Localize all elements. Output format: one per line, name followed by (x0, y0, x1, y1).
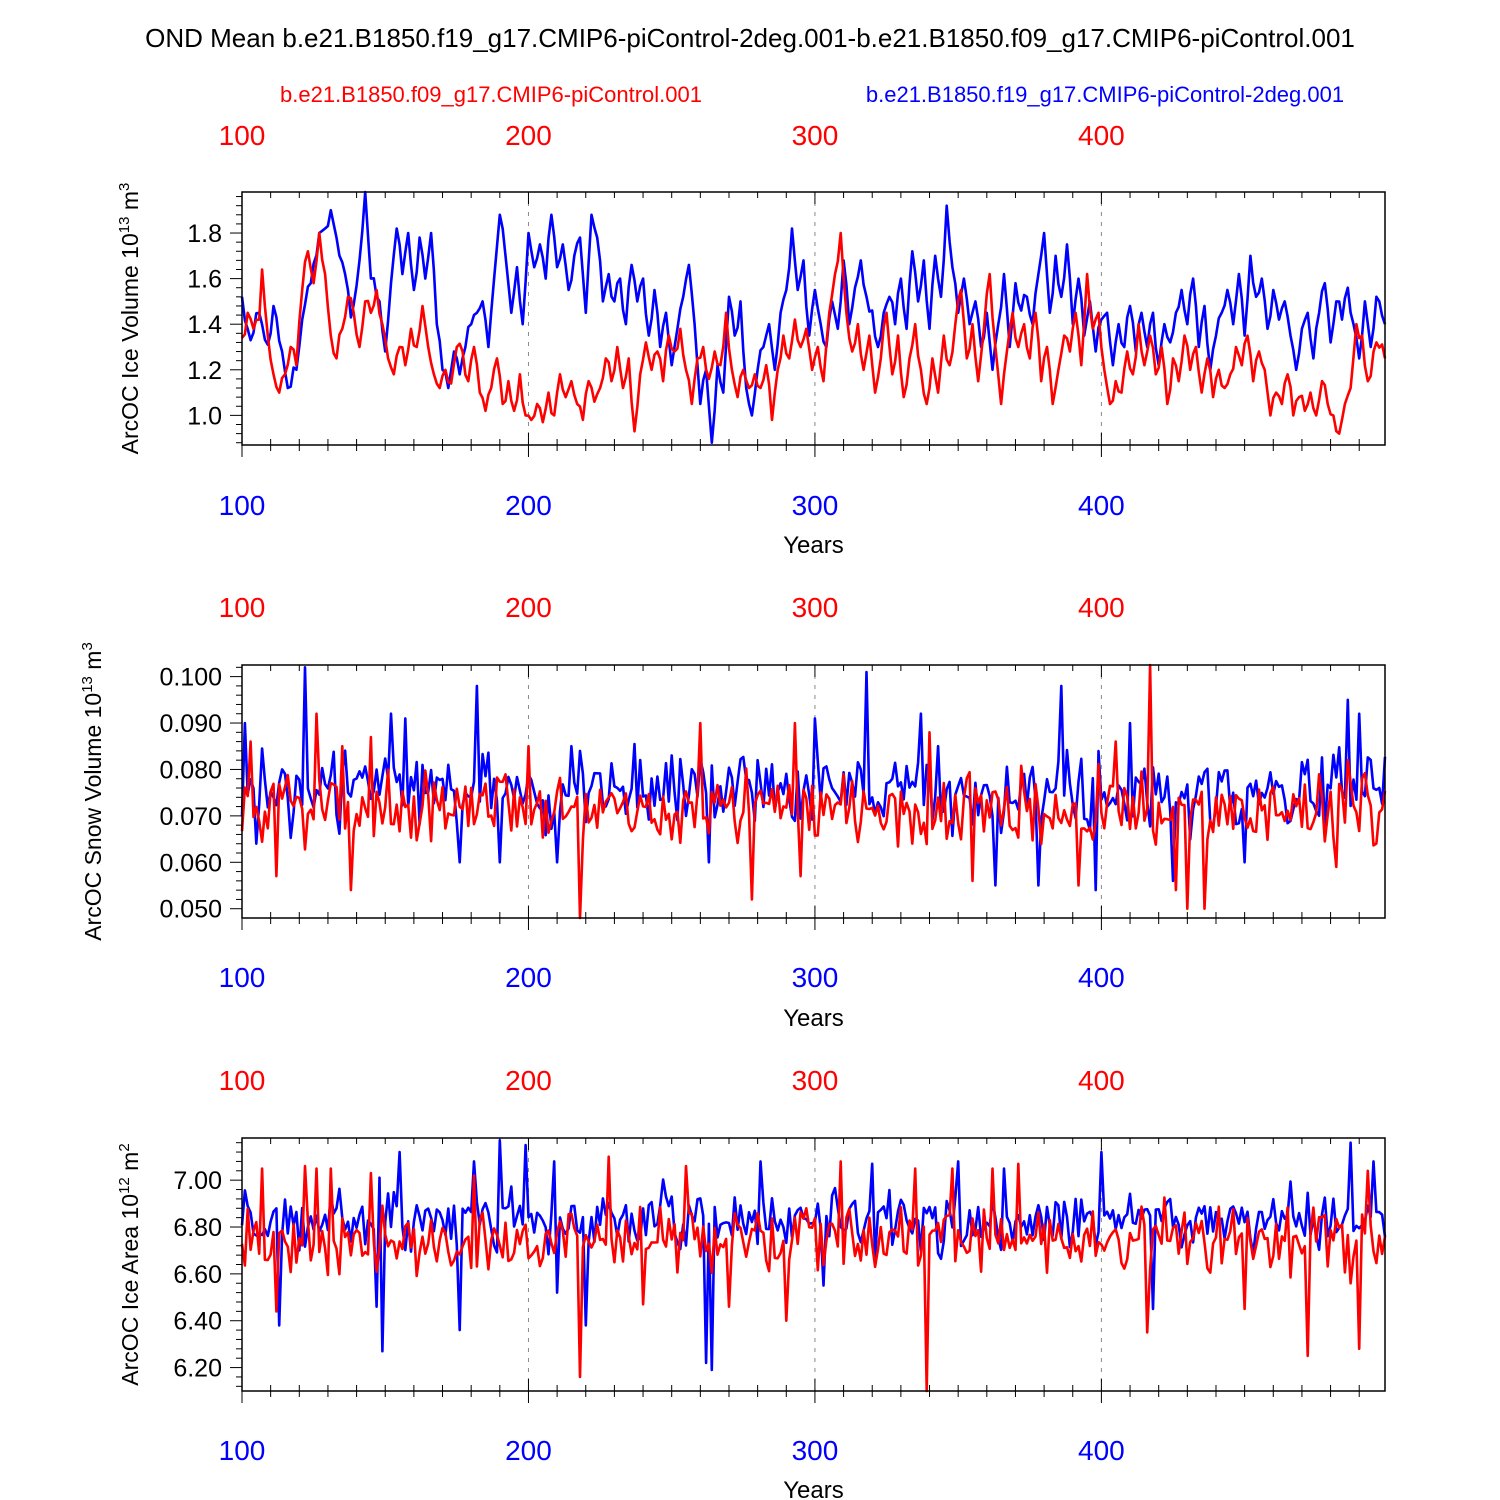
x-axis-label: Years (783, 532, 844, 559)
x-tick-label-bottom: 400 (1078, 962, 1125, 993)
y-tick-label: 7.00 (173, 1167, 222, 1195)
y-axis-label: ArcOC Ice Area 1012 m2 (116, 1143, 143, 1385)
x-tick-label-top: 300 (792, 592, 839, 623)
series-line-red (240, 231, 1387, 435)
legend-blue-label: b.e21.B1850.f19_g17.CMIP6-piControl-2deg… (866, 82, 1344, 107)
panel-2: 0.050 0.060 0.070 0.080 0.090 0.100 100 200 300 4… (79, 592, 1387, 1032)
y-axis-unit-base: 10 (80, 693, 106, 719)
plot-frame (241, 191, 1386, 446)
y-axis-unit-sym: m (117, 1152, 143, 1178)
y-axis-unit-sym-exp: 2 (116, 1143, 133, 1151)
y-tick-label: 6.80 (173, 1214, 222, 1242)
x-tick-label-top: 400 (1078, 120, 1125, 151)
x-tick-label-top: 100 (219, 1065, 266, 1096)
plot-frame (241, 1137, 1386, 1392)
y-tick-label: 0.050 (159, 896, 222, 924)
x-tick-label-bottom: 100 (219, 962, 266, 993)
x-tick-label-bottom: 400 (1078, 490, 1125, 521)
legend-red-label: b.e21.B1850.f09_g17.CMIP6-piControl.001 (280, 82, 702, 107)
x-tick-label-top: 300 (792, 1065, 839, 1096)
series-line-red (240, 1155, 1387, 1393)
x-tick-label-top: 100 (219, 120, 266, 151)
y-axis-unit-base: 10 (117, 1194, 143, 1220)
y-tick-label: 1.2 (187, 357, 222, 385)
y-tick-label: 1.4 (187, 311, 222, 339)
x-tick-label-bottom: 100 (219, 490, 266, 521)
x-tick-label-top: 400 (1078, 1065, 1125, 1096)
x-tick-label-top: 200 (505, 120, 552, 151)
x-tick-label-top: 100 (219, 592, 266, 623)
y-tick-label: 1.8 (187, 220, 222, 248)
y-axis-label-text: ArcOC Ice Area (117, 1220, 143, 1386)
x-axis-label: Years (783, 1005, 844, 1032)
chart-title: OND Mean b.e21.B1850.f19_g17.CMIP6-piCon… (145, 23, 1355, 53)
series-line-blue (240, 1139, 1387, 1372)
series-line-blue (240, 190, 1387, 444)
y-tick-label: 6.20 (173, 1355, 222, 1383)
x-tick-label-bottom: 300 (792, 1435, 839, 1466)
plot-frame (241, 664, 1386, 919)
y-tick-label: 0.060 (159, 849, 222, 877)
y-axis-unit-exp: 12 (116, 1177, 133, 1194)
x-tick-label-top: 400 (1078, 592, 1125, 623)
x-axis-label: Years (783, 1477, 844, 1500)
panel-3: 6.20 6.40 6.60 6.80 7.00 100 200 300 400 100 200 30… (116, 1065, 1387, 1500)
y-tick-label: 0.070 (159, 803, 222, 831)
x-tick-label-top: 300 (792, 120, 839, 151)
y-axis-label: ArcOC Snow Volume 1013 m3 (79, 642, 106, 941)
x-tick-label-top: 200 (505, 1065, 552, 1096)
panel-1: 1.0 1.2 1.4 1.6 1.8 100 200 300 400 100 200 300 400 Y… (116, 120, 1387, 559)
y-axis-unit-sym: m (117, 191, 143, 217)
y-axis-unit-exp: 13 (116, 217, 133, 234)
y-tick-label: 0.080 (159, 756, 222, 784)
x-tick-label-bottom: 200 (505, 1435, 552, 1466)
y-axis-label: ArcOC Ice Volume 1013 m3 (116, 183, 143, 455)
x-tick-label-top: 200 (505, 592, 552, 623)
x-tick-label-bottom: 400 (1078, 1435, 1125, 1466)
y-axis-label-text: ArcOC Ice Volume (117, 259, 143, 455)
y-tick-label: 0.100 (159, 664, 222, 692)
x-tick-label-bottom: 300 (792, 962, 839, 993)
y-axis-unit-base: 10 (117, 233, 143, 259)
x-tick-label-bottom: 200 (505, 490, 552, 521)
x-tick-label-bottom: 200 (505, 962, 552, 993)
y-axis-unit-exp: 13 (79, 676, 96, 693)
panels: 1.0 1.2 1.4 1.6 1.8 100 200 300 400 100 200 300 400 Y… (79, 120, 1387, 1500)
x-tick-label-bottom: 100 (219, 1435, 266, 1466)
y-axis-unit-sym: m (80, 651, 106, 677)
y-tick-label: 6.40 (173, 1308, 222, 1336)
y-tick-label: 0.090 (159, 710, 222, 738)
y-axis-unit-sym-exp: 3 (79, 642, 96, 650)
y-tick-label: 1.6 (187, 266, 222, 294)
y-tick-label: 1.0 (187, 402, 222, 430)
y-tick-label: 6.60 (173, 1261, 222, 1289)
x-tick-label-bottom: 300 (792, 490, 839, 521)
series-line-red (240, 663, 1387, 920)
series-line-blue (240, 666, 1387, 892)
y-axis-unit-sym-exp: 3 (116, 183, 133, 191)
y-axis-label-text: ArcOC Snow Volume (80, 718, 106, 940)
